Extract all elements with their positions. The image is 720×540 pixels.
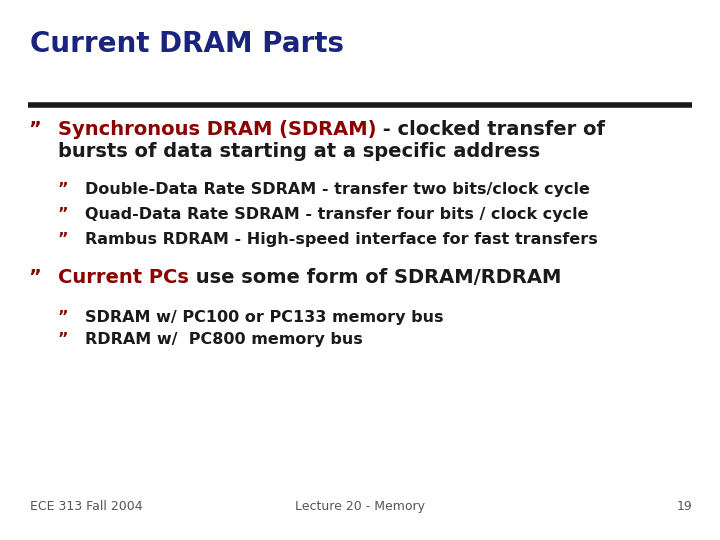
Text: Rambus RDRAM - High-speed interface for fast transfers: Rambus RDRAM - High-speed interface for … [85, 232, 598, 247]
Text: ”: ” [58, 207, 68, 222]
Text: ”: ” [28, 120, 41, 139]
Text: RDRAM w/  PC800 memory bus: RDRAM w/ PC800 memory bus [85, 332, 363, 347]
Text: Lecture 20 - Memory: Lecture 20 - Memory [295, 500, 425, 513]
Text: ”: ” [28, 268, 41, 287]
Text: use some form of SDRAM/RDRAM: use some form of SDRAM/RDRAM [189, 268, 562, 287]
Text: ”: ” [58, 182, 68, 197]
Text: Quad-Data Rate SDRAM - transfer four bits / clock cycle: Quad-Data Rate SDRAM - transfer four bit… [85, 207, 588, 222]
Text: Synchronous DRAM (SDRAM): Synchronous DRAM (SDRAM) [58, 120, 377, 139]
Text: ”: ” [58, 310, 68, 325]
Text: Current DRAM Parts: Current DRAM Parts [30, 30, 344, 58]
Text: Double-Data Rate SDRAM - transfer two bits/clock cycle: Double-Data Rate SDRAM - transfer two bi… [85, 182, 590, 197]
Text: ECE 313 Fall 2004: ECE 313 Fall 2004 [30, 500, 143, 513]
Text: - clocked transfer of: - clocked transfer of [377, 120, 606, 139]
Text: bursts of data starting at a specific address: bursts of data starting at a specific ad… [58, 141, 540, 161]
Text: Current PCs: Current PCs [58, 268, 189, 287]
Text: ”: ” [58, 232, 68, 247]
Text: ”: ” [58, 332, 68, 347]
Text: SDRAM w/ PC100 or PC133 memory bus: SDRAM w/ PC100 or PC133 memory bus [85, 310, 444, 325]
Text: 19: 19 [676, 500, 692, 513]
